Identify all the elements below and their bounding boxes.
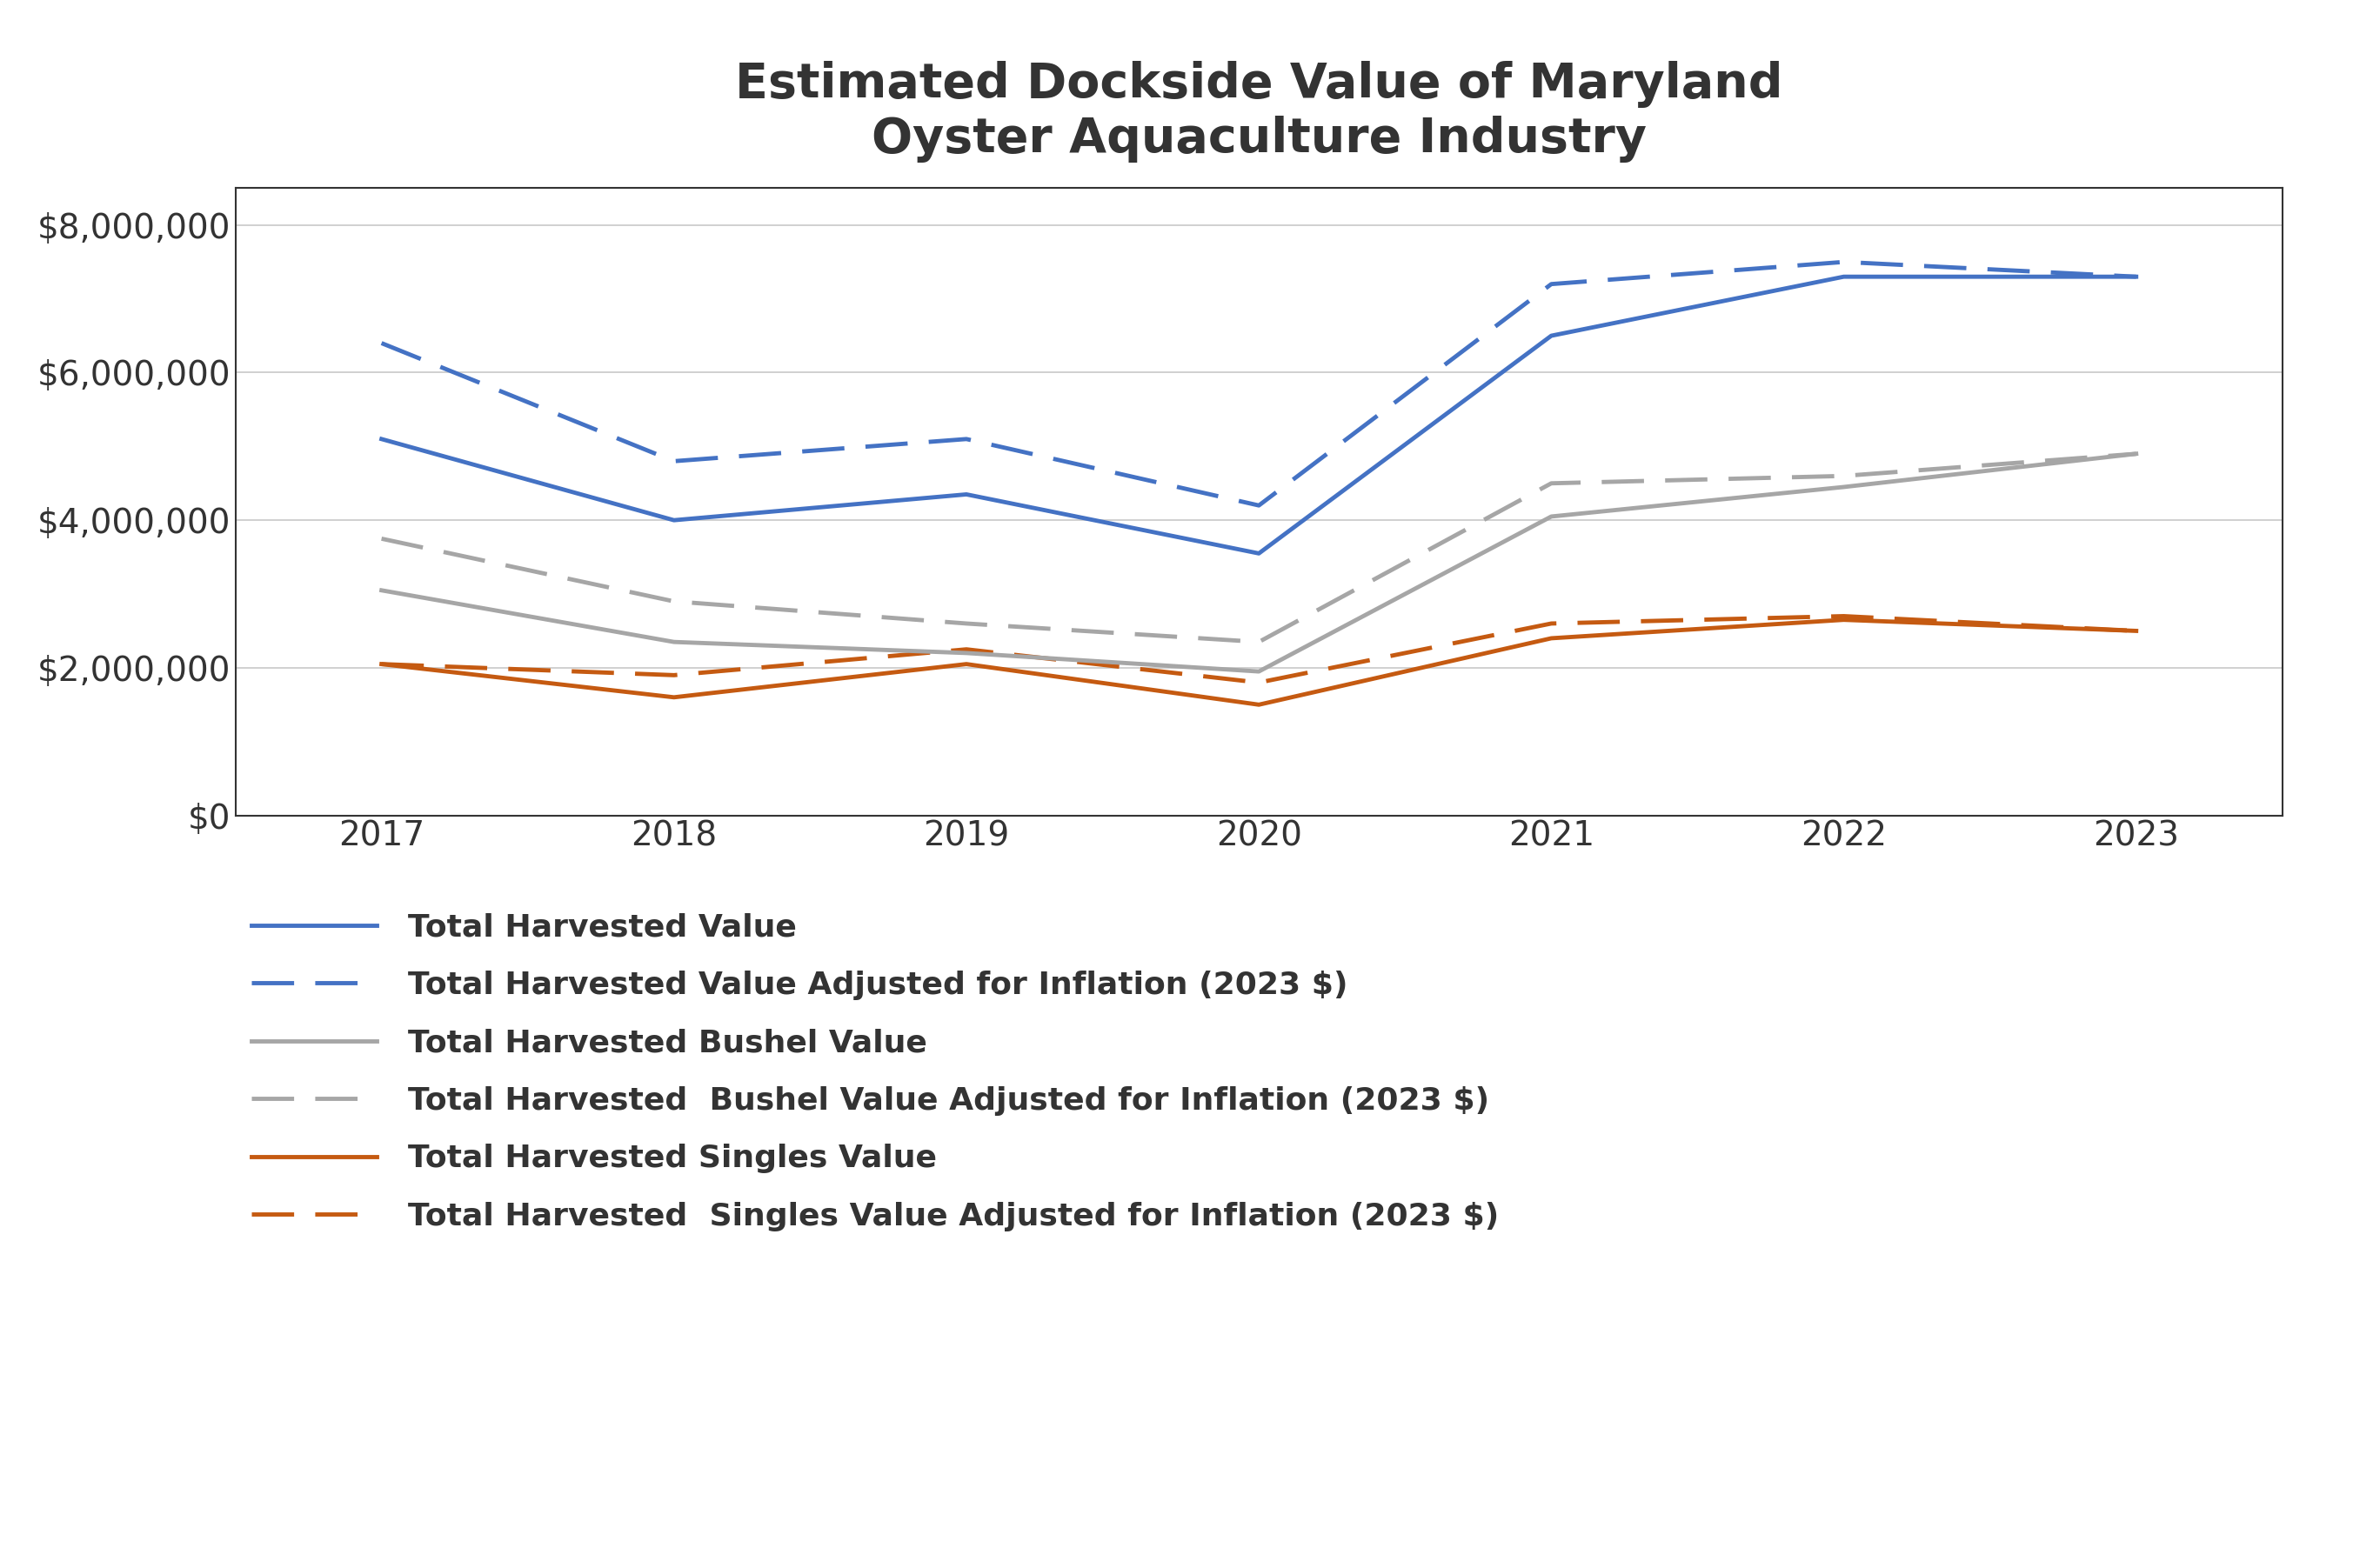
Title: Estimated Dockside Value of Maryland
Oyster Aquaculture Industry: Estimated Dockside Value of Maryland Oys… bbox=[734, 61, 1784, 163]
Total Harvested Value Adjusted for Inflation (2023 $) bbox=[2122, 267, 2151, 285]
Total Harvested Value Adjusted for Inflation (2023 $) bbox=[367, 334, 395, 353]
Line: Total Harvested  Singles Value Adjusted for Inflation (2023 $): Total Harvested Singles Value Adjusted f… bbox=[381, 616, 2137, 682]
Total Harvested Value Adjusted for Inflation (2023 $) bbox=[1245, 495, 1273, 514]
Total Harvested  Bushel Value Adjusted for Inflation (2023 $) bbox=[1831, 467, 1859, 486]
Line: Total Harvested Value Adjusted for Inflation (2023 $): Total Harvested Value Adjusted for Infla… bbox=[381, 262, 2137, 505]
Total Harvested Value Adjusted for Inflation (2023 $) bbox=[1537, 274, 1565, 293]
Total Harvested Value Adjusted for Inflation (2023 $) bbox=[1831, 252, 1859, 271]
Total Harvested Singles Value bbox=[953, 655, 981, 674]
Total Harvested Value bbox=[1831, 267, 1859, 285]
Total Harvested Bushel Value bbox=[367, 580, 395, 599]
Total Harvested Value bbox=[659, 511, 687, 530]
Line: Total Harvested Singles Value: Total Harvested Singles Value bbox=[381, 619, 2137, 704]
Total Harvested Singles Value bbox=[1245, 695, 1273, 713]
Total Harvested  Bushel Value Adjusted for Inflation (2023 $) bbox=[953, 615, 981, 633]
Total Harvested Bushel Value bbox=[2122, 444, 2151, 463]
Total Harvested Value bbox=[953, 485, 981, 503]
Total Harvested Value Adjusted for Inflation (2023 $) bbox=[659, 452, 687, 470]
Total Harvested  Singles Value Adjusted for Inflation (2023 $) bbox=[1831, 607, 1859, 626]
Total Harvested Value bbox=[1245, 544, 1273, 563]
Total Harvested Singles Value bbox=[659, 688, 687, 707]
Total Harvested Value bbox=[2122, 267, 2151, 285]
Total Harvested  Bushel Value Adjusted for Inflation (2023 $) bbox=[2122, 444, 2151, 463]
Line: Total Harvested Bushel Value: Total Harvested Bushel Value bbox=[381, 453, 2137, 671]
Total Harvested  Singles Value Adjusted for Inflation (2023 $) bbox=[659, 666, 687, 685]
Total Harvested Value bbox=[1537, 326, 1565, 345]
Total Harvested Bushel Value bbox=[1831, 478, 1859, 497]
Total Harvested Value Adjusted for Inflation (2023 $) bbox=[953, 430, 981, 448]
Total Harvested Value bbox=[367, 430, 395, 448]
Total Harvested  Singles Value Adjusted for Inflation (2023 $) bbox=[953, 640, 981, 659]
Total Harvested  Singles Value Adjusted for Inflation (2023 $) bbox=[2122, 621, 2151, 640]
Total Harvested Singles Value bbox=[1537, 629, 1565, 648]
Total Harvested  Bushel Value Adjusted for Inflation (2023 $) bbox=[1537, 474, 1565, 492]
Total Harvested Singles Value bbox=[367, 655, 395, 674]
Line: Total Harvested  Bushel Value Adjusted for Inflation (2023 $): Total Harvested Bushel Value Adjusted fo… bbox=[381, 453, 2137, 641]
Total Harvested  Singles Value Adjusted for Inflation (2023 $) bbox=[1537, 615, 1565, 633]
Total Harvested  Singles Value Adjusted for Inflation (2023 $) bbox=[1245, 673, 1273, 691]
Total Harvested Bushel Value bbox=[659, 632, 687, 651]
Total Harvested  Bushel Value Adjusted for Inflation (2023 $) bbox=[659, 593, 687, 612]
Total Harvested  Bushel Value Adjusted for Inflation (2023 $) bbox=[1245, 632, 1273, 651]
Total Harvested  Bushel Value Adjusted for Inflation (2023 $) bbox=[367, 530, 395, 549]
Total Harvested Bushel Value bbox=[1245, 662, 1273, 681]
Total Harvested Bushel Value bbox=[953, 643, 981, 662]
Total Harvested Singles Value bbox=[1831, 610, 1859, 629]
Total Harvested  Singles Value Adjusted for Inflation (2023 $) bbox=[367, 655, 395, 674]
Line: Total Harvested Value: Total Harvested Value bbox=[381, 276, 2137, 554]
Legend: Total Harvested Value, Total Harvested Value Adjusted for Inflation (2023 $), To: Total Harvested Value, Total Harvested V… bbox=[252, 913, 1499, 1231]
Total Harvested Bushel Value bbox=[1537, 506, 1565, 525]
Total Harvested Singles Value bbox=[2122, 621, 2151, 640]
